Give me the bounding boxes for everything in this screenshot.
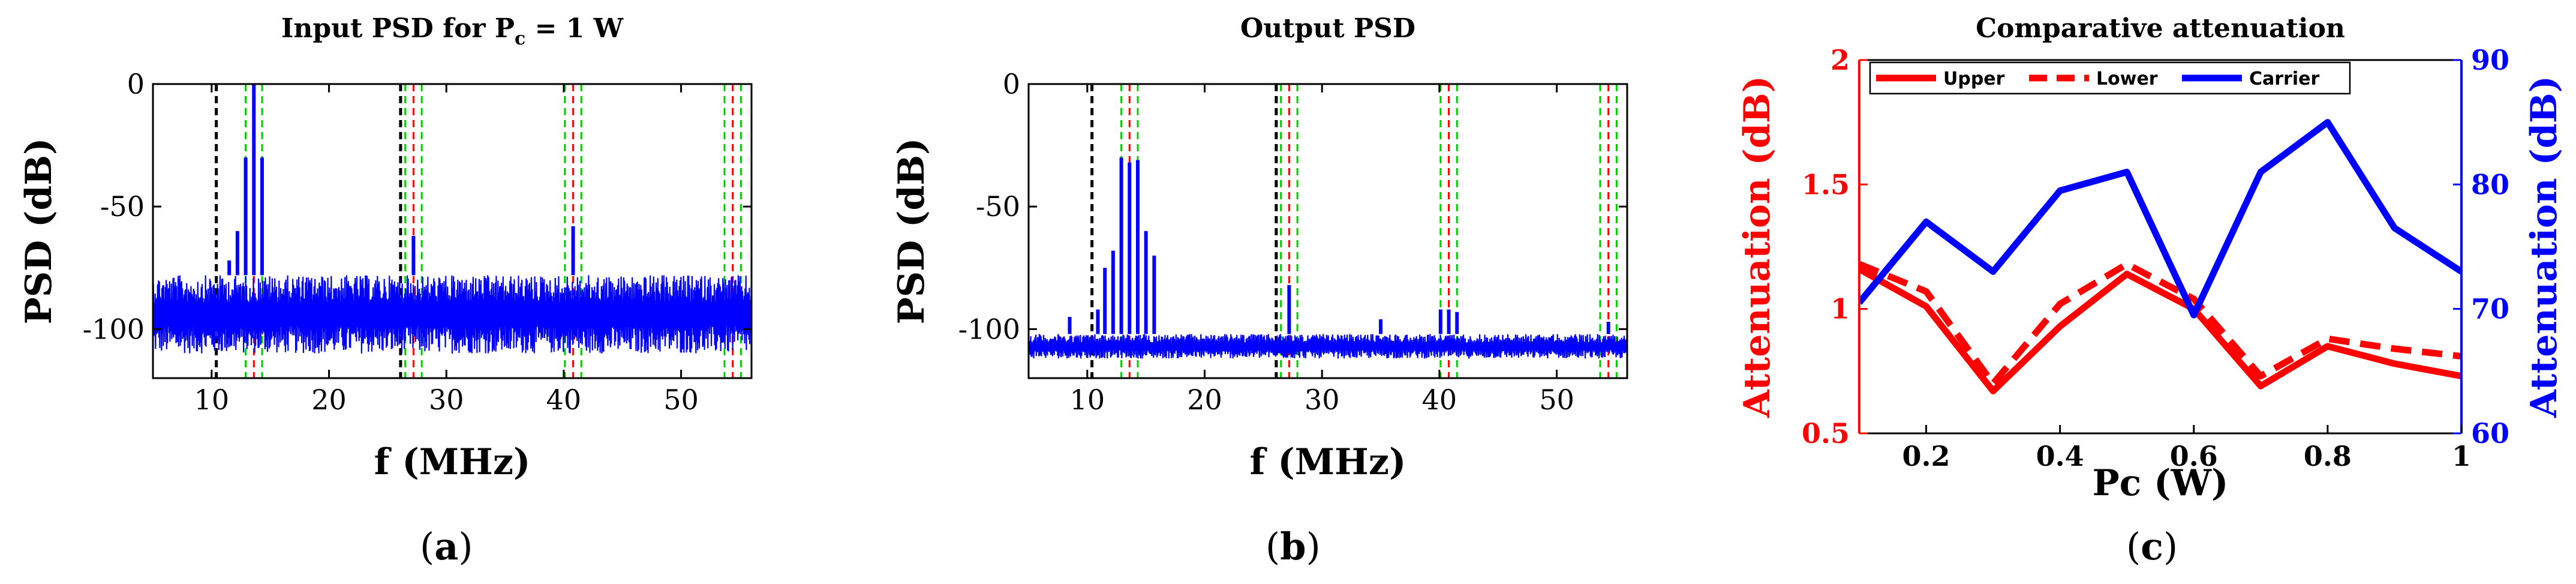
panel-b-title: Output PSD: [1240, 13, 1415, 44]
panel-a-caption: (a): [420, 525, 473, 568]
panel-c-legend-label: Carrier: [2249, 68, 2319, 89]
panel-c-legend: Upper Lower Carrier: [1869, 61, 2351, 95]
panel-c-y-tick-label-right: 70: [2471, 293, 2509, 325]
panel-a-x-tick-label: 30: [429, 384, 464, 416]
panel-a-clip-group: [153, 84, 752, 378]
panel-c-title: Comparative attenuation: [1976, 13, 2345, 44]
panel-c-y-tick-label-right: 90: [2471, 44, 2509, 76]
panel-b-x-tick-label: 10: [1070, 384, 1105, 416]
panel-a-x-tick-label: 40: [546, 384, 582, 416]
panel-b-noise-trace: [1029, 334, 1627, 359]
panel-c-series-carrier: [1859, 119, 2461, 319]
panel-c-legend-box: [1869, 61, 2351, 95]
panel-b-output-psd: Output PSD 10 20 30 40 50 0 -50 -100 f (MHz) PS…: [891, 13, 1628, 568]
panel-a-plot-area: 10 20 30 40 50 0 -50 -100: [83, 68, 753, 416]
panel-a-x-axis-label: f (MHz): [374, 441, 531, 483]
panel-c-legend-label: Lower: [2096, 68, 2158, 89]
panel-a-axes-frame: [152, 83, 753, 379]
panel-b-axes-frame: [1027, 83, 1628, 379]
panel-c-y-tick-label-right: 80: [2471, 168, 2509, 200]
panel-c-x-tick-label: 0.8: [2304, 440, 2352, 472]
panel-c-legend-label: Upper: [1943, 68, 2005, 89]
panel-a-y-axis-label: PSD (dB): [18, 138, 60, 325]
panel-b-x-tick-label: 50: [1539, 384, 1574, 416]
panel-c-comparative-attenuation: Comparative attenuation 0.2 0.4 0.6 0.8 1 0.5…: [1736, 13, 2565, 568]
panel-c-clip-group: [1859, 119, 2461, 394]
panel-a-noise-trace: [153, 275, 752, 354]
panel-a-title: Input PSD for Pc = 1 W: [281, 13, 624, 49]
panel-c-x-tick-label: 0.6: [2170, 440, 2218, 472]
panel-a-y-tick-label: 0: [127, 68, 145, 100]
panel-a-x-tick-label: 10: [194, 384, 230, 416]
panel-c-series-lower: [1859, 260, 2461, 387]
panel-b-y-axis-label: PSD (dB): [891, 138, 933, 325]
panel-b-x-tick-label: 40: [1422, 384, 1457, 416]
panel-b-y-tick-label: 0: [1003, 68, 1020, 100]
panel-b-x-axis-label: f (MHz): [1250, 441, 1406, 483]
panel-c-x-tick-label: 0.2: [1902, 440, 1950, 472]
panel-c-series-upper: [1859, 266, 2461, 394]
panel-a-y-tick-label: -100: [83, 313, 145, 345]
panel-a-x-tick-label: 50: [663, 384, 699, 416]
panel-b-y-tick-label: -100: [958, 313, 1020, 345]
panel-b-x-tick-label: 30: [1304, 384, 1340, 416]
panel-c-y-tick-label-left: 1: [1830, 293, 1850, 325]
panel-c-y-axis-label-left: Attenuation (dB): [1736, 76, 1778, 418]
panel-b-caption: (b): [1266, 525, 1321, 568]
panel-c-y-tick-label-left: 0.5: [1802, 417, 1850, 450]
panel-c-y-axis-label-right: Attenuation (dB): [2523, 76, 2565, 418]
panel-b-plot-area: 10 20 30 40 50 0 -50 -100: [958, 68, 1628, 416]
panel-b-clip-group: [1029, 84, 1627, 378]
panel-a-y-tick-label: -50: [100, 190, 145, 223]
panel-c-x-axis-label: Pc (W): [2093, 462, 2229, 504]
panel-c-y-tick-label-right: 60: [2471, 417, 2509, 450]
panel-c-y-tick-label-left: 1.5: [1802, 168, 1850, 200]
panel-c-x-tick-label: 1: [2452, 440, 2471, 472]
panel-c-caption: (c): [2126, 525, 2178, 568]
panel-a-input-psd: Input PSD for Pc = 1 W 10 20 30 40 50 0 -50 -10…: [18, 13, 753, 568]
panel-a-x-tick-label: 20: [311, 384, 347, 416]
panel-c-y-tick-label-left: 2: [1830, 44, 1850, 76]
panel-c-x-tick-label: 0.4: [2036, 440, 2084, 472]
panel-b-x-tick-label: 20: [1187, 384, 1222, 416]
panel-c-plot-area: 0.2 0.4 0.6 0.8 1 0.5 1 1.5 2 60 70 80 90 Upper Lower C…: [1802, 44, 2509, 472]
panel-b-y-tick-label: -50: [976, 190, 1020, 223]
